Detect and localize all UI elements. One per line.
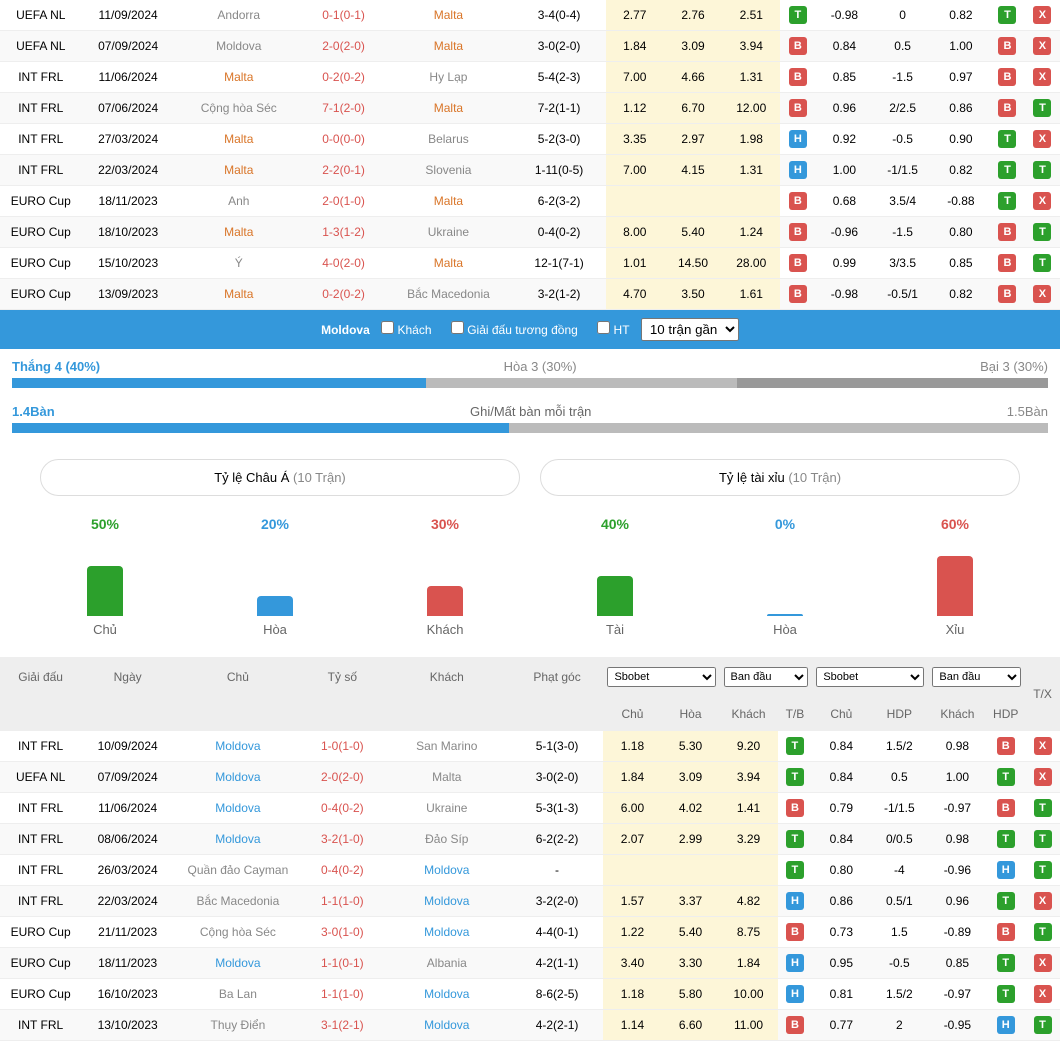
- filter-bar: Moldova Khách Giải đấu tương đồng HT 10 …: [0, 310, 1060, 349]
- filter-giai[interactable]: Giải đấu tương đồng: [451, 323, 578, 337]
- chart-item: 40% Tài: [565, 516, 665, 637]
- wld-bar: [12, 378, 1048, 388]
- table-row: INT FRL 26/03/2024 Quần đảo Cayman 0-4(0…: [0, 855, 1060, 886]
- table-row: INT FRL 08/06/2024 Moldova 3-2(1-0) Đảo …: [0, 824, 1060, 855]
- table-row: EURO Cup 18/10/2023 Malta 1-3(1-2) Ukrai…: [0, 217, 1060, 248]
- filter-khach[interactable]: Khách: [381, 323, 431, 337]
- select-bookie-2[interactable]: Sbobet: [816, 667, 924, 687]
- draw-label: Hòa 3 (30%): [504, 359, 577, 374]
- loss-label: Bại 3 (30%): [980, 359, 1048, 374]
- chart-item: 50% Chủ: [55, 516, 155, 637]
- table-header: Giải đấu Ngày Chủ Tỷ số Khách Phạt góc S…: [0, 657, 1060, 697]
- table-row: UEFA NL 07/09/2024 Moldova 2-0(2-0) Malt…: [0, 762, 1060, 793]
- table-row: EURO Cup 21/11/2023 Cộng hòa Séc 3-0(1-0…: [0, 917, 1060, 948]
- match-table-2: Giải đấu Ngày Chủ Tỷ số Khách Phạt góc S…: [0, 657, 1060, 1041]
- chart-group-ou: 40% Tài 0% Hòa 60% Xỉu: [530, 516, 1040, 637]
- table-row: EURO Cup 15/10/2023 Ý 4-0(2-0) Malta 12-…: [0, 248, 1060, 279]
- select-initial-2[interactable]: Ban đầu: [932, 667, 1021, 687]
- chart-item: 60% Xỉu: [905, 516, 1005, 637]
- goals-bar: [12, 423, 1048, 433]
- goals-mid: Ghi/Mất bàn mỗi trận: [470, 404, 591, 419]
- stats-section: Thắng 4 (40%) Hòa 3 (30%) Bại 3 (30%) 1.…: [0, 349, 1060, 459]
- chart-item: 20% Hòa: [225, 516, 325, 637]
- tabs-row: Tỷ lệ Châu Á (10 Trận) Tỷ lệ tài xỉu (10…: [0, 459, 1060, 516]
- table-row: INT FRL 11/06/2024 Malta 0-2(0-2) Hy Lạp…: [0, 62, 1060, 93]
- table-row: INT FRL 10/09/2024 Moldova 1-0(1-0) San …: [0, 731, 1060, 762]
- table-row: INT FRL 07/06/2024 Cộng hòa Séc 7-1(2-0)…: [0, 93, 1060, 124]
- table-subheader: ChủHòaKháchT/B ChủHDPKháchHDP: [0, 697, 1060, 731]
- table-row: EURO Cup 18/11/2023 Moldova 1-1(0-1) Alb…: [0, 948, 1060, 979]
- win-label: Thắng 4 (40%): [12, 359, 100, 374]
- table-row: INT FRL 27/03/2024 Malta 0-0(0-0) Belaru…: [0, 124, 1060, 155]
- filter-ht[interactable]: HT: [597, 323, 629, 337]
- table-row: EURO Cup 18/11/2023 Anh 2-0(1-0) Malta 6…: [0, 186, 1060, 217]
- select-bookie-1[interactable]: Sbobet: [607, 667, 715, 687]
- table-row: INT FRL 11/06/2024 Moldova 0-4(0-2) Ukra…: [0, 793, 1060, 824]
- filter-count-select[interactable]: 10 trận gần: [641, 318, 739, 341]
- table-row: INT FRL 22/03/2024 Bắc Macedonia 1-1(1-0…: [0, 886, 1060, 917]
- table-row: UEFA NL 11/09/2024 Andorra 0-1(0-1) Malt…: [0, 0, 1060, 31]
- table-row: INT FRL 22/03/2024 Malta 2-2(0-1) Sloven…: [0, 155, 1060, 186]
- table-row: INT FRL 13/10/2023 Thụy Điển 3-1(2-1) Mo…: [0, 1010, 1060, 1041]
- checkbox-khach[interactable]: [381, 321, 394, 334]
- tab-asian[interactable]: Tỷ lệ Châu Á (10 Trận): [40, 459, 520, 496]
- filter-team: Moldova: [321, 323, 370, 337]
- table-row: EURO Cup 16/10/2023 Ba Lan 1-1(1-0) Mold…: [0, 979, 1060, 1010]
- goals-for: 1.4Bàn: [12, 404, 55, 419]
- checkbox-ht[interactable]: [597, 321, 610, 334]
- charts-row: 50% Chủ 20% Hòa 30% Khách 40% Tài 0% Hòa…: [0, 516, 1060, 657]
- checkbox-giai[interactable]: [451, 321, 464, 334]
- chart-group-asian: 50% Chủ 20% Hòa 30% Khách: [20, 516, 530, 637]
- chart-item: 30% Khách: [395, 516, 495, 637]
- match-table-1: UEFA NL 11/09/2024 Andorra 0-1(0-1) Malt…: [0, 0, 1060, 310]
- table-row: EURO Cup 13/09/2023 Malta 0-2(0-2) Bắc M…: [0, 279, 1060, 310]
- chart-item: 0% Hòa: [735, 516, 835, 637]
- table-row: UEFA NL 07/09/2024 Moldova 2-0(2-0) Malt…: [0, 31, 1060, 62]
- select-initial-1[interactable]: Ban đầu: [724, 667, 809, 687]
- tab-ou[interactable]: Tỷ lệ tài xỉu (10 Trận): [540, 459, 1020, 496]
- goals-against: 1.5Bàn: [1007, 404, 1048, 419]
